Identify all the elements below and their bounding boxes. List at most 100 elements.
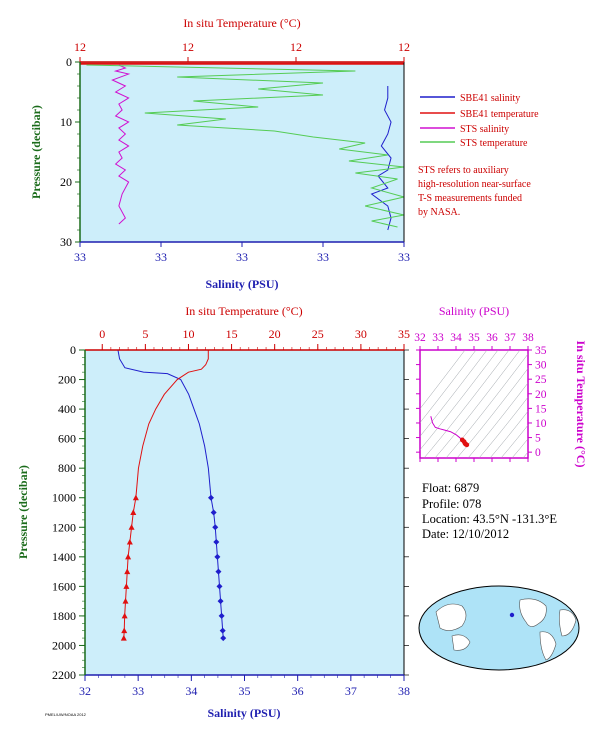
main-xtick-label: 37 [345,684,357,698]
ts-ytick-label: 0 [535,447,541,459]
legend-label-sts-salinity: STS salinity [460,124,509,135]
main-ytick-label: 2200 [52,668,76,682]
ts-density-contour [420,350,499,451]
ts-density-contour [456,368,528,458]
main-temperature-point [121,612,128,619]
top-pressure-axis-label: Pressure (decibar) [29,105,43,199]
info-profile: Profile: 078 [422,497,482,511]
main-ytick-label: 1400 [52,550,76,564]
main-temperature-point [130,509,137,515]
ts-xtick-label: 38 [522,332,534,344]
main-salinity-point [215,568,222,575]
main-xtick-label: 35 [239,684,251,698]
main-pressure-axis-label: Pressure (decibar) [16,465,30,559]
main-temperature-point [124,568,131,575]
main-temperature-point [122,597,129,604]
legend-note-line-1: STS refers to auxiliary [418,165,509,176]
main-temptick-label: 0 [99,327,105,341]
top-series-sbe41-salinity [370,86,392,231]
ts-density-contour [489,410,528,458]
top-salinity-axis-label: Salinity (PSU) [205,277,278,291]
main-temp-axis-label: In situ Temperature (°C) [185,304,302,318]
main-salinity-point [208,494,215,501]
info-date: Date: 12/10/2012 [422,527,510,541]
legend-label-sbe41-salinity: SBE41 salinity [460,93,520,104]
main-series-layer [117,349,227,642]
ts-density-contour [420,350,488,437]
main-ytick-label: 200 [58,373,76,387]
main-salinity-axis-label: Salinity (PSU) [207,706,280,720]
ts-panel: 32 33 34 35 36 37 38 0 5 10 15 20 25 30 35 Salinity (P… [414,304,601,468]
main-salinity-point [216,583,223,590]
ts-density-contours [420,350,601,458]
ts-plot-area [419,349,529,459]
ts-ytick-label: 20 [535,389,547,401]
ts-density-contour [478,396,528,458]
ts-density-contour [545,350,601,458]
top-xtick-label: 33 [74,250,86,264]
main-ytick-label: 1000 [52,491,76,505]
ts-xtick-label: 37 [504,332,516,344]
main-salinity-point [213,539,220,546]
main-ytick-label: 400 [58,402,76,416]
main-temptick-label: 5 [142,327,148,341]
ts-ticks-layer: 32 33 34 35 36 37 38 0 5 10 15 20 25 30 35 [414,332,547,462]
legend-note-line-3: T-S measurements funded [418,193,522,204]
map-float-location-marker [509,612,515,618]
main-xtick-label: 38 [398,684,410,698]
ts-ytick-label: 35 [535,345,547,357]
map-land-north-america [519,598,547,627]
main-salinity-point [219,627,226,634]
info-location: Location: 43.5°N -131.3°E [422,512,557,526]
main-ytick-label: 1600 [52,579,76,593]
ts-density-contour [511,438,528,458]
legend-note-line-4: by NASA. [418,207,460,218]
footer-credit: PMEL/UW/NOAA 2012 [45,712,87,717]
map-land-asia [435,603,467,631]
ts-ytick-label: 25 [535,374,547,386]
ts-ytick-label: 30 [535,360,547,372]
ts-temp-axis-label: In situ Temperature (°C) [574,341,588,468]
ts-density-contour [467,382,528,458]
legend-note-line-2: high-resolution near-surface [418,179,531,190]
main-temptick-label: 25 [312,327,324,341]
top-ytick-label: 10 [60,115,72,129]
legend: SBE41 salinity SBE41 temperature STS sal… [418,93,539,218]
main-temperature-point [132,494,139,501]
main-series-temperature-line [123,350,209,639]
top-series-sts-salinity [111,64,131,225]
main-temperature-point [126,538,133,545]
ts-density-contour [500,424,528,458]
main-salinity-point [212,524,219,531]
main-xtick-label: 34 [185,684,197,698]
main-ytick-label: 2000 [52,638,76,652]
main-temperature-point [121,627,128,634]
top-ytick-label: 20 [60,175,72,189]
main-temptick-label: 20 [269,327,281,341]
main-salinity-point [210,509,217,516]
ts-density-contour [420,350,466,410]
main-xtick-label: 36 [292,684,304,698]
main-temperature-point [128,524,135,530]
main-salinity-point [214,553,221,560]
main-temperature-point [123,583,130,589]
top-series-sts-temperature [86,64,405,228]
top-series-layer [80,62,405,231]
main-temperature-point [120,634,127,641]
main-series-salinity-line [117,349,224,639]
ts-xtick-label: 34 [450,332,462,344]
main-plot-area [85,350,404,675]
top-ytick-label: 0 [66,55,72,69]
main-ytick-label: 1800 [52,609,76,623]
top-ytick-label: 30 [60,235,72,249]
main-xtick-label: 33 [132,684,144,698]
map-land-south-america [539,631,557,661]
world-map [418,585,580,671]
top-temptick-label: 12 [398,40,410,54]
top-xtick-label: 33 [398,250,410,264]
main-temptick-label: 30 [355,327,367,341]
main-temperature-point [125,553,132,560]
ts-point [464,442,470,448]
